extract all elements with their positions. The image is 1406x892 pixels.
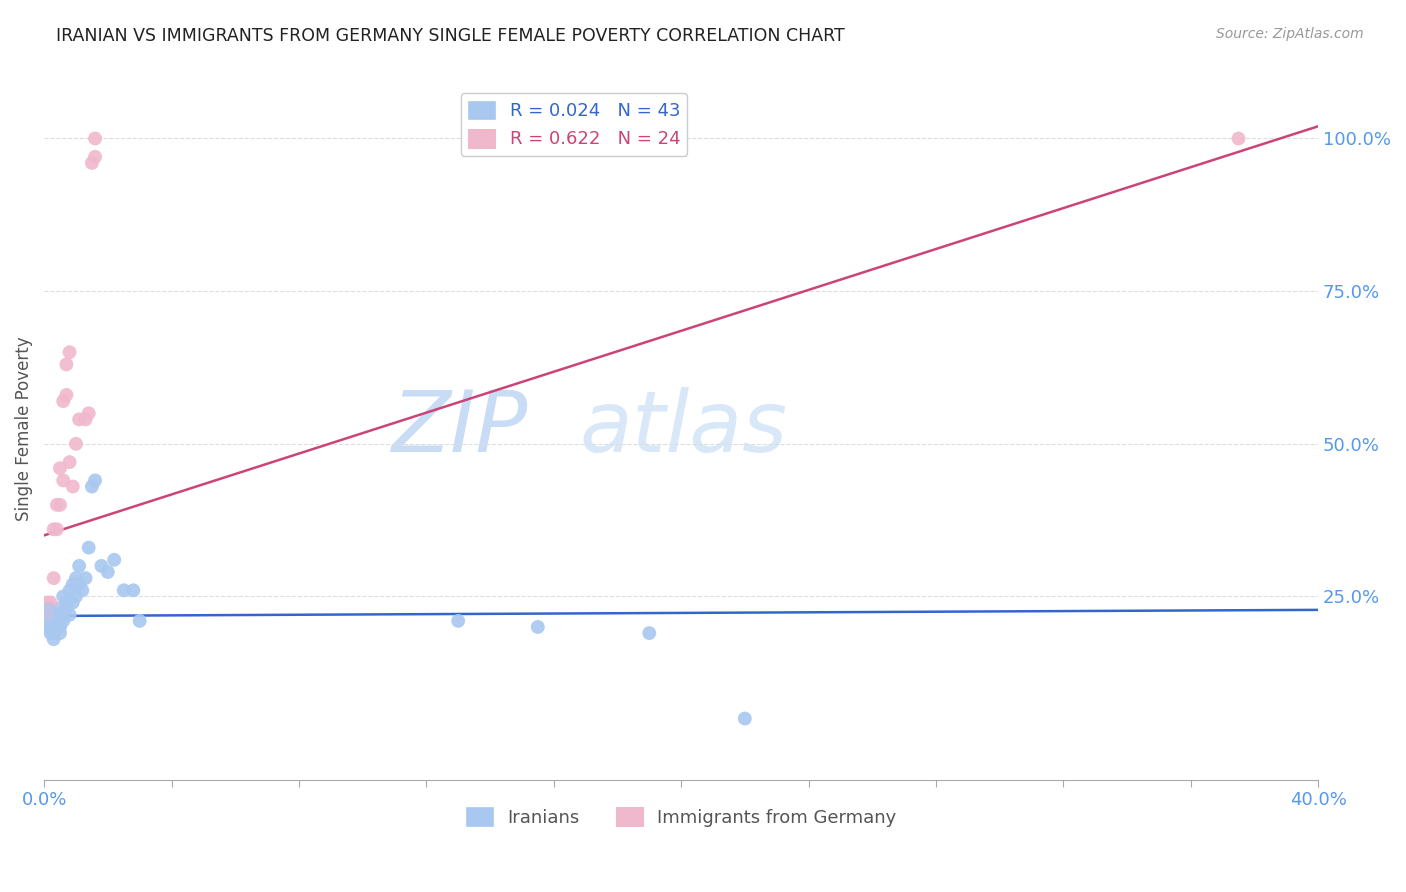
Point bbox=[39, 620, 62, 634]
Point bbox=[75, 412, 97, 426]
Point bbox=[37, 607, 59, 622]
Point bbox=[84, 131, 107, 145]
Point bbox=[65, 590, 87, 604]
Point bbox=[90, 558, 112, 573]
Point bbox=[42, 614, 65, 628]
Point bbox=[37, 614, 59, 628]
Y-axis label: Single Female Poverty: Single Female Poverty bbox=[15, 336, 32, 521]
Point bbox=[638, 626, 661, 640]
Point bbox=[45, 601, 67, 615]
Point bbox=[734, 712, 756, 726]
Point bbox=[62, 577, 84, 591]
Point bbox=[52, 394, 75, 409]
Point bbox=[37, 620, 59, 634]
Point bbox=[55, 358, 77, 372]
Point bbox=[72, 583, 94, 598]
Point bbox=[65, 437, 87, 451]
Point bbox=[39, 607, 62, 622]
Point bbox=[67, 412, 90, 426]
Point bbox=[39, 626, 62, 640]
Point bbox=[67, 577, 90, 591]
Point bbox=[42, 626, 65, 640]
Point bbox=[39, 595, 62, 609]
Point bbox=[49, 620, 72, 634]
Point bbox=[97, 565, 120, 579]
Text: IRANIAN VS IMMIGRANTS FROM GERMANY SINGLE FEMALE POVERTY CORRELATION CHART: IRANIAN VS IMMIGRANTS FROM GERMANY SINGL… bbox=[56, 27, 845, 45]
Point bbox=[58, 345, 80, 359]
Point bbox=[42, 632, 65, 647]
Point bbox=[122, 583, 145, 598]
Point bbox=[49, 498, 72, 512]
Point bbox=[1227, 131, 1250, 145]
Point bbox=[55, 601, 77, 615]
Point bbox=[77, 406, 100, 420]
Point bbox=[45, 522, 67, 536]
Point bbox=[45, 498, 67, 512]
Point bbox=[67, 558, 90, 573]
Point bbox=[447, 614, 470, 628]
Point bbox=[42, 607, 65, 622]
Point bbox=[112, 583, 135, 598]
Point bbox=[37, 595, 59, 609]
Point bbox=[84, 474, 107, 488]
Point bbox=[80, 479, 103, 493]
Point bbox=[527, 620, 550, 634]
Point bbox=[58, 607, 80, 622]
Point bbox=[62, 479, 84, 493]
Point bbox=[55, 595, 77, 609]
Point bbox=[103, 553, 125, 567]
Point bbox=[42, 571, 65, 585]
Point bbox=[49, 626, 72, 640]
Point bbox=[62, 595, 84, 609]
Point bbox=[58, 583, 80, 598]
Point bbox=[65, 571, 87, 585]
Legend: Iranians, Immigrants from Germany: Iranians, Immigrants from Germany bbox=[458, 800, 904, 834]
Text: Source: ZipAtlas.com: Source: ZipAtlas.com bbox=[1216, 27, 1364, 41]
Point bbox=[42, 522, 65, 536]
Point bbox=[37, 607, 59, 622]
Point bbox=[52, 590, 75, 604]
Point bbox=[128, 614, 150, 628]
Point bbox=[58, 455, 80, 469]
Text: atlas: atlas bbox=[579, 387, 787, 470]
Point bbox=[84, 150, 107, 164]
Point bbox=[75, 571, 97, 585]
Point bbox=[77, 541, 100, 555]
Point bbox=[45, 614, 67, 628]
Point bbox=[45, 620, 67, 634]
Point bbox=[52, 607, 75, 622]
Point bbox=[49, 607, 72, 622]
Point bbox=[52, 614, 75, 628]
Point bbox=[52, 474, 75, 488]
Point bbox=[55, 388, 77, 402]
Point bbox=[49, 461, 72, 475]
Text: ZIP: ZIP bbox=[392, 387, 529, 470]
Point bbox=[80, 156, 103, 170]
